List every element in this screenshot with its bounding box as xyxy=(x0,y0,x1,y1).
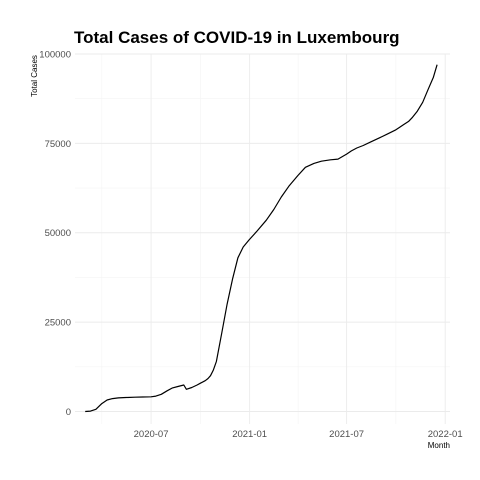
y-tick-label: 25000 xyxy=(45,318,71,329)
chart-title: Total Cases of COVID-19 in Luxembourg xyxy=(74,28,400,47)
x-tick-label: 2022-01 xyxy=(428,429,463,440)
x-axis-label: Month xyxy=(428,441,450,450)
x-axis-tick-labels: 2020-07 2021-01 2021-07 2022-01 xyxy=(134,429,463,440)
minor-gridlines xyxy=(75,54,450,424)
x-tick-label: 2020-07 xyxy=(134,429,169,440)
x-tick-label: 2021-01 xyxy=(232,429,267,440)
total-cases-line xyxy=(85,64,438,413)
y-tick-label: 0 xyxy=(66,407,71,418)
y-axis-label: Total Cases xyxy=(30,55,39,97)
y-tick-label: 50000 xyxy=(45,228,71,239)
y-tick-label: 75000 xyxy=(45,139,71,150)
major-gridlines xyxy=(75,53,450,424)
y-axis-tick-labels: 0 25000 50000 75000 100000 xyxy=(39,50,71,418)
y-tick-label: 100000 xyxy=(39,50,71,61)
x-tick-label: 2021-07 xyxy=(329,429,364,440)
